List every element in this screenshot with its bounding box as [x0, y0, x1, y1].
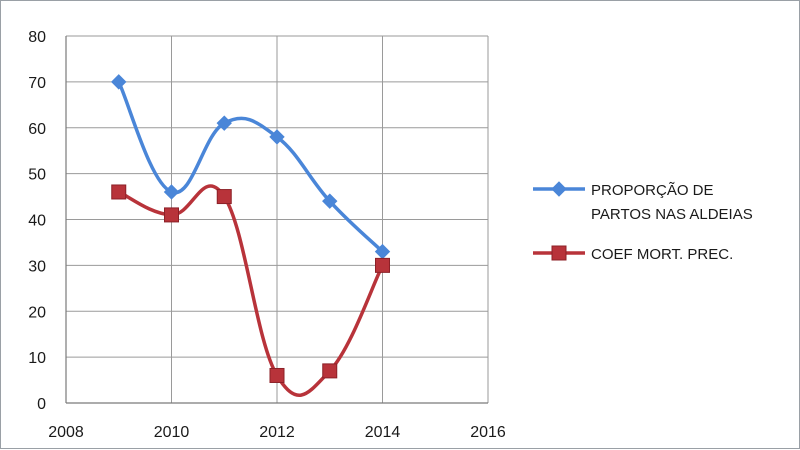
x-tick-label: 2016	[470, 424, 506, 441]
legend: PROPORÇÃO DE PARTOS NAS ALDEIAS COEF MORT.…	[533, 181, 753, 263]
series-line	[117, 81, 384, 253]
legend-item: COEF MORT. PREC.	[533, 245, 733, 263]
y-tick-label: 40	[28, 213, 46, 230]
y-tick-label: 20	[28, 304, 46, 321]
x-tick-label: 2008	[48, 424, 84, 441]
y-tick-label: 0	[37, 396, 46, 413]
y-tick-label: 50	[28, 167, 46, 184]
axis-layer: 0 10 20 30 40 50 60 70 80 2008 2010 2012 2014 2016	[28, 29, 506, 441]
grid-layer	[66, 35, 489, 404]
legend-marker	[551, 181, 567, 197]
data-point-marker	[216, 189, 232, 205]
x-tick-label: 2012	[259, 424, 295, 441]
data-point-marker	[111, 184, 127, 200]
x-tick-label: 2014	[365, 424, 401, 441]
series-layer	[111, 74, 391, 397]
series-0	[111, 74, 391, 260]
legend-marker	[551, 245, 567, 261]
data-point-marker	[322, 193, 338, 209]
data-point-marker	[111, 74, 127, 90]
data-point-marker	[163, 184, 180, 200]
x-tick-label: 2010	[154, 424, 190, 441]
y-tick-label: 70	[28, 75, 46, 92]
legend-label: COEF MORT. PREC.	[591, 246, 733, 263]
data-point-marker	[269, 367, 285, 383]
y-tick-label: 60	[28, 121, 46, 138]
legend-item: PROPORÇÃO DE PARTOS NAS ALDEIAS	[533, 181, 753, 223]
legend-label: PROPORÇÃO DE	[591, 182, 714, 199]
series-line	[117, 184, 385, 397]
data-point-marker	[375, 257, 390, 273]
y-tick-label: 30	[28, 258, 46, 275]
y-tick-label: 80	[28, 29, 46, 46]
data-point-marker	[164, 207, 179, 223]
y-tick-label: 10	[28, 350, 46, 367]
data-point-marker	[269, 129, 285, 145]
data-point-marker	[322, 363, 338, 379]
data-point-marker	[216, 115, 232, 131]
legend-label: PARTOS NAS ALDEIAS	[591, 206, 753, 223]
series-1	[111, 184, 390, 397]
